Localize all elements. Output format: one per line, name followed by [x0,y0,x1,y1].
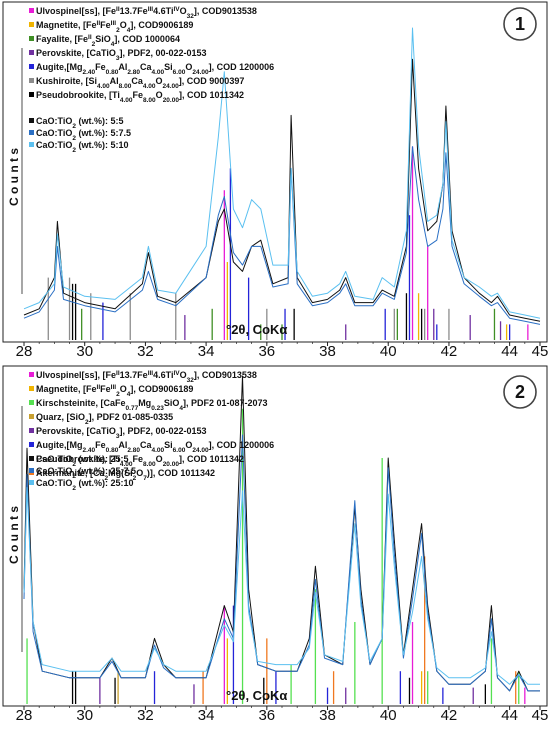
x-tick-label: 44 [501,343,518,360]
legend-swatch [29,64,34,69]
x-tick-label: 40 [380,707,397,724]
legend-swatch [29,142,34,147]
series-line-3 [23,487,540,685]
legend-swatch [29,468,34,473]
legend-swatch [29,50,34,55]
x-tick-label: 42 [441,707,458,724]
legend-phase-label: Ulvospinel[ss], [FeII13.7FeIII4.6TiIVO32… [36,370,257,384]
legend-phase-label: Perovskite, [CaTiO3], PDF2, 00-022-0153 [36,48,207,62]
x-tick-label: 28 [16,707,33,724]
x-tick-label: 30 [76,343,93,360]
panel-badge [503,7,537,41]
legend-swatch [29,400,34,405]
legend-phase-label: Perovskite, [CaTiO3], PDF2, 00-022-0153 [36,426,207,440]
x-tick-label: 30 [76,707,93,724]
legend-phase-label: Magnetite, [FeIIFeIII2O4], COD9006189 [36,20,193,34]
series-line-1 [23,375,540,692]
panel-2: 28 30 32 34 36 38 40 42 44 45 °2θ, CoKα C o u n t s… [2,365,549,724]
legend-swatch [29,372,34,377]
legend-swatch [29,386,34,391]
x-tick-label: 38 [319,343,336,360]
legend-swatch [29,130,34,135]
x-tick-label: 45 [532,707,549,724]
legend-swatch [29,414,34,419]
x-tick-label: 45 [532,343,549,360]
legend-phase-label: Ulvospinel[ss], [FeII13.7FeIII4.6TiIVO32… [36,6,257,20]
legend-swatch [29,118,34,123]
legend-swatch [29,442,34,447]
x-tick-label: 34 [198,707,215,724]
legend-swatch [29,456,34,461]
legend-swatch [29,22,34,27]
legend-series-label: CaO:TiO2 (wt.%): 5:7.5 [36,128,131,142]
legend-swatch [29,78,34,83]
x-tick-label: 32 [137,343,154,360]
x-tick-label: 44 [501,707,518,724]
panel-badge [503,375,537,409]
legend-swatch [29,428,34,433]
legend-phase-label: Magnetite, [FeIIFeIII2O4], COD9006189 [36,384,193,398]
x-axis-title: °2θ, CoKα [226,322,287,337]
x-tick-label: 32 [137,707,154,724]
x-tick-label: 34 [198,343,215,360]
legend-phase-label: Augite,[Mg2.40Fe0.80Al2.80Ca4.00Si6.00O2… [36,62,274,76]
legend-phase-label: Augite,[Mg2.40Fe0.80Al2.80Ca4.00Si6.00O2… [36,440,274,454]
legend-phase-label: Pseudobrookite, [Ti4.00Fe8.00O20.00], CO… [36,90,244,104]
legend-series-label: CaO:TiO2 (wt.%): 25:10 [36,478,133,492]
legend-phase-label: Kirschsteinite, [CaFe0.77Mg0.23SiO4], PD… [36,398,268,412]
legend-phase-label: Akermanite, [Ca2Mg(Si2O7)], COD 1011342 [36,468,215,482]
legend-series-label: CaO:TiO2 (wt.%): 5:5 [36,116,123,130]
panel-badge-label: 2 [515,382,525,402]
legend-swatch [29,92,34,97]
x-tick-label: 36 [258,343,275,360]
legend-swatch [29,8,34,13]
legend-swatch [29,36,34,41]
legend-phase-label: Kushiroite, [Si4.00Al8.00Ca4.00O24.00], … [36,76,244,90]
legend-phase-label: Fayalite, [FeII2SiO4], COD 1000064 [36,34,180,48]
legend-series-label: CaO:TiO2 (wt.%): 25:7.5 [36,466,136,480]
x-tick-label: 40 [380,343,397,360]
x-tick-label: 38 [319,707,336,724]
y-axis-title: C o u n t s [7,148,21,206]
x-axis-title: °2θ, CoKα [226,688,287,703]
series-line-2 [23,434,540,692]
legend-phase-label: Quarz, [SiO2], PDF2 01-085-0335 [36,412,173,426]
series-line-3 [23,27,541,319]
series-line-2 [23,146,541,325]
x-tick-label: 28 [16,343,33,360]
panel-1: 28 30 32 34 36 38 40 42 44 45 °2θ, CoKα C o u n t s… [2,1,549,360]
legend-series-label: CaO:TiO2 (wt.%): 5:10 [36,140,128,154]
y-axis-title: C o u n t s [7,506,21,564]
x-tick-label: 36 [258,707,275,724]
legend-swatch [29,480,34,485]
x-tick-label: 42 [441,343,458,360]
legend-phase-label: Pseudobrookite, [Ti4.00Fe8.00O20.00], CO… [36,454,244,468]
series-line-1 [23,58,541,322]
legend-series-label: CaO:TiO2 (wt.%): 25:5 [36,454,128,468]
panel-badge-label: 1 [515,14,525,34]
